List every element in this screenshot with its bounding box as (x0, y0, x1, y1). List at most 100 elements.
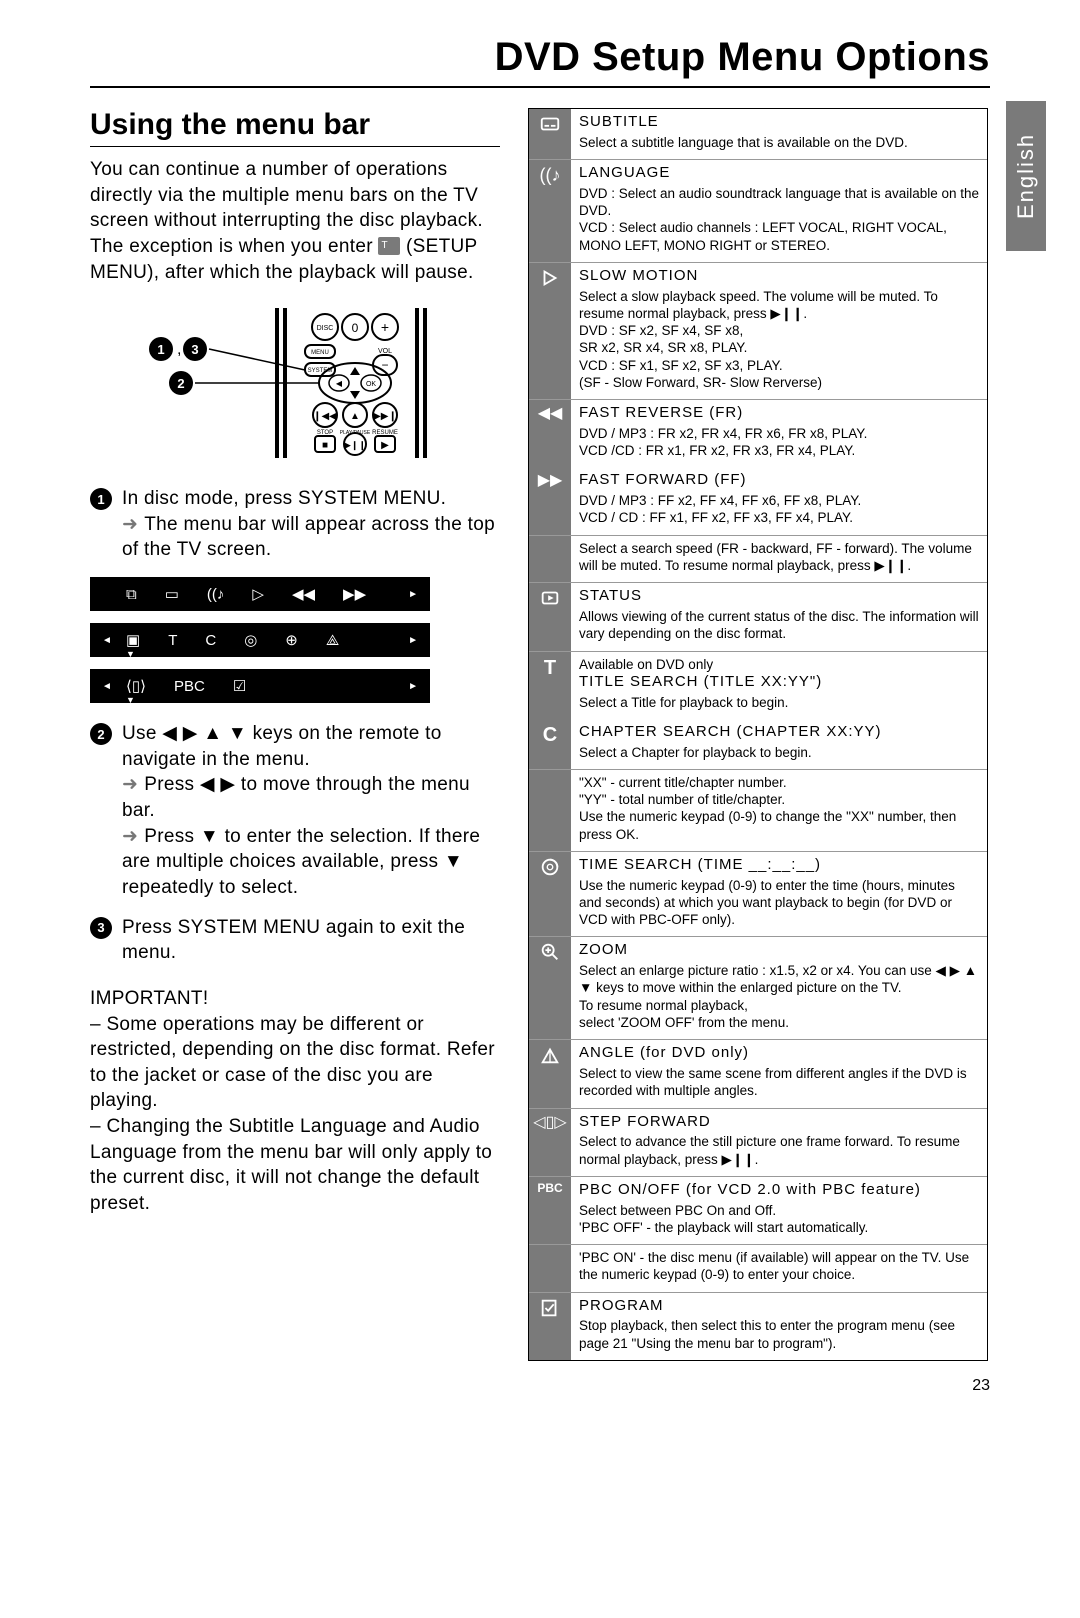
language-icon: ((♪ (529, 160, 571, 262)
option-text: TIME SEARCH (TIME __:__:__)Use the numer… (571, 852, 987, 937)
setup-menu-icon (378, 237, 400, 255)
svg-text:1: 1 (157, 342, 164, 357)
option-text: LANGUAGEDVD : Select an audio soundtrack… (571, 160, 987, 262)
page-title: DVD Setup Menu Options (90, 35, 990, 88)
svg-text:OK: OK (366, 381, 376, 388)
intro-text: You can continue a number of operations … (90, 157, 500, 285)
step-3: 3 Press SYSTEM MENU again to exit the me… (90, 915, 500, 966)
svg-text:0: 0 (352, 321, 359, 335)
option-text: 'PBC ON' - the disc menu (if available) … (571, 1245, 987, 1292)
T-icon: T (529, 652, 571, 719)
menubar-glyph: ◎ (244, 631, 257, 649)
step-2: 2 Use ◀ ▶ ▲ ▼ keys on the remote to navi… (90, 721, 500, 900)
option-row: 'PBC ON' - the disc menu (if available) … (529, 1244, 987, 1292)
svg-text:■: ■ (322, 440, 328, 451)
svg-text:▶▶❙: ▶▶❙ (373, 411, 397, 422)
option-row: ((♪LANGUAGEDVD : Select an audio soundtr… (529, 159, 987, 262)
menubar-glyph: ⧉ (126, 586, 137, 603)
option-row: ◁▯▷STEP FORWARDSelect to advance the sti… (529, 1108, 987, 1176)
option-text: FAST REVERSE (FR)DVD / MP3 : FR x2, FR x… (571, 400, 987, 467)
important-block: IMPORTANT! – Some operations may be diff… (90, 986, 500, 1217)
svg-text:◀: ◀ (336, 379, 343, 388)
option-row: SUBTITLESelect a subtitle language that … (529, 109, 987, 159)
option-row: ANGLE (for DVD only)Select to view the s… (529, 1039, 987, 1107)
option-text: FAST FORWARD (FF)DVD / MP3 : FF x2, FF x… (571, 467, 987, 534)
section-heading: Using the menu bar (90, 108, 500, 147)
option-text: PBC ON/OFF (for VCD 2.0 with PBC feature… (571, 1177, 987, 1244)
step-number-3: 3 (90, 917, 112, 939)
blank-icon (529, 770, 571, 851)
option-row: CCHAPTER SEARCH (CHAPTER XX:YY)Select a … (529, 719, 987, 769)
step-1: 1 In disc mode, press SYSTEM MENU. The m… (90, 486, 500, 563)
fr-icon: ◀◀ (529, 400, 571, 467)
step-number-1: 1 (90, 488, 112, 510)
program-icon (529, 1293, 571, 1360)
options-table: SUBTITLESelect a subtitle language that … (528, 108, 988, 1361)
menubar-glyph: C (205, 632, 216, 649)
option-text: ANGLE (for DVD only)Select to view the s… (571, 1040, 987, 1107)
svg-text:3: 3 (191, 342, 198, 357)
option-text: Select a search speed (FR - backward, FF… (571, 536, 987, 583)
language-tab: English (1006, 101, 1046, 251)
C-icon: C (529, 719, 571, 769)
svg-text:▶: ▶ (381, 440, 389, 451)
important-label: IMPORTANT! (90, 986, 500, 1012)
option-text: ZOOMSelect an enlarge picture ratio : x1… (571, 937, 987, 1039)
option-row: PROGRAMStop playback, then select this t… (529, 1292, 987, 1360)
blank-icon (529, 536, 571, 583)
option-row: ◀◀FAST REVERSE (FR)DVD / MP3 : FR x2, FR… (529, 399, 987, 467)
option-row: PBCPBC ON/OFF (for VCD 2.0 with PBC feat… (529, 1176, 987, 1244)
option-text: "XX" - current title/chapter number."YY"… (571, 770, 987, 851)
option-row: TAvailable on DVD onlyTITLE SEARCH (TITL… (529, 651, 987, 719)
option-text: CHAPTER SEARCH (CHAPTER XX:YY)Select a C… (571, 719, 987, 769)
zoom-icon (529, 937, 571, 1039)
svg-text:MENU: MENU (311, 350, 329, 356)
blank-icon (529, 1245, 571, 1292)
menubar-glyph: ⊕ (285, 631, 298, 649)
option-text: PROGRAMStop playback, then select this t… (571, 1293, 987, 1360)
svg-text:VOL: VOL (378, 348, 392, 355)
svg-text:▶❙❙: ▶❙❙ (344, 440, 366, 451)
menubar-glyph: ▭ (165, 585, 179, 603)
svg-text:DISC: DISC (317, 325, 334, 332)
menubar-glyph: ▶▶ (343, 585, 366, 603)
option-text: Available on DVD onlyTITLE SEARCH (TITLE… (571, 652, 987, 719)
option-row: ZOOMSelect an enlarge picture ratio : x1… (529, 936, 987, 1039)
svg-text:❙◀◀: ❙◀◀ (313, 411, 337, 422)
option-text: STEP FORWARDSelect to advance the still … (571, 1109, 987, 1176)
menubar-glyph: ⟨▯⟩ (126, 677, 146, 695)
menubar-glyph: T (168, 632, 177, 649)
option-row: SLOW MOTIONSelect a slow playback speed.… (529, 262, 987, 399)
option-text: SLOW MOTIONSelect a slow playback speed.… (571, 263, 987, 399)
menubar-glyph: ▣ (126, 631, 140, 649)
menubar-glyph: ☑ (233, 677, 246, 695)
menubar-glyph: ⟁ (326, 632, 339, 649)
status-icon (529, 583, 571, 650)
option-row: "XX" - current title/chapter number."YY"… (529, 769, 987, 851)
step-number-2: 2 (90, 723, 112, 745)
option-row: Select a search speed (FR - backward, FF… (529, 535, 987, 583)
angle-icon (529, 1040, 571, 1107)
option-text: SUBTITLESelect a subtitle language that … (571, 109, 987, 159)
step-icon: ◁▯▷ (529, 1109, 571, 1176)
menubar-glyph: ◀◀ (292, 585, 315, 603)
menubar-glyph: ((♪ (207, 586, 225, 603)
remote-figure: DISC 0 + MENU SYSTEM VOL − ◀ (90, 303, 500, 468)
subtitle-icon (529, 109, 571, 159)
svg-text:+: + (381, 319, 389, 335)
page-number: 23 (972, 1377, 990, 1395)
option-row: STATUSAllows viewing of the current stat… (529, 582, 987, 650)
slow-icon (529, 263, 571, 399)
menubar-glyph: ▷ (252, 585, 264, 603)
PBC-icon: PBC (529, 1177, 571, 1244)
option-row: ▶▶FAST FORWARD (FF)DVD / MP3 : FF x2, FF… (529, 467, 987, 534)
menubar-figures: ⧉▭((♪▷◀◀▶▶ ▼▣TC◎⊕⟁ ▼⟨▯⟩PBC☑ (90, 577, 500, 703)
menubar-glyph: PBC (174, 678, 205, 695)
svg-text:2: 2 (177, 376, 184, 391)
option-row: TIME SEARCH (TIME __:__:__)Use the numer… (529, 851, 987, 937)
time-icon (529, 852, 571, 937)
ff-icon: ▶▶ (529, 467, 571, 534)
svg-text:▲: ▲ (350, 411, 360, 422)
svg-text:,: , (177, 341, 181, 358)
option-text: STATUSAllows viewing of the current stat… (571, 583, 987, 650)
